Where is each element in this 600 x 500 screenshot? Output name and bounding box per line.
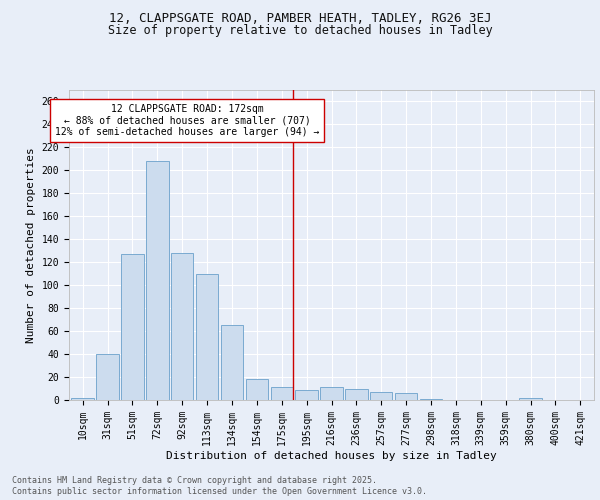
Bar <box>420 399 442 400</box>
Y-axis label: Number of detached properties: Number of detached properties <box>26 147 36 343</box>
Text: 12 CLAPPSGATE ROAD: 172sqm
← 88% of detached houses are smaller (707)
12% of sem: 12 CLAPPSGATE ROAD: 172sqm ← 88% of deta… <box>55 104 319 137</box>
Bar <box>370 392 392 400</box>
Bar <box>245 380 268 400</box>
Bar <box>171 253 193 400</box>
Bar <box>146 161 169 400</box>
Bar <box>345 388 368 400</box>
Bar <box>121 254 143 400</box>
Bar <box>395 393 418 400</box>
Bar <box>97 354 119 400</box>
Bar <box>196 274 218 400</box>
Text: Contains public sector information licensed under the Open Government Licence v3: Contains public sector information licen… <box>12 487 427 496</box>
Text: 12, CLAPPSGATE ROAD, PAMBER HEATH, TADLEY, RG26 3EJ: 12, CLAPPSGATE ROAD, PAMBER HEATH, TADLE… <box>109 12 491 26</box>
Bar <box>271 388 293 400</box>
Bar <box>295 390 318 400</box>
Bar <box>71 398 94 400</box>
Bar <box>221 326 243 400</box>
Text: Contains HM Land Registry data © Crown copyright and database right 2025.: Contains HM Land Registry data © Crown c… <box>12 476 377 485</box>
Bar <box>320 388 343 400</box>
Text: Size of property relative to detached houses in Tadley: Size of property relative to detached ho… <box>107 24 493 37</box>
X-axis label: Distribution of detached houses by size in Tadley: Distribution of detached houses by size … <box>166 450 497 460</box>
Bar <box>520 398 542 400</box>
